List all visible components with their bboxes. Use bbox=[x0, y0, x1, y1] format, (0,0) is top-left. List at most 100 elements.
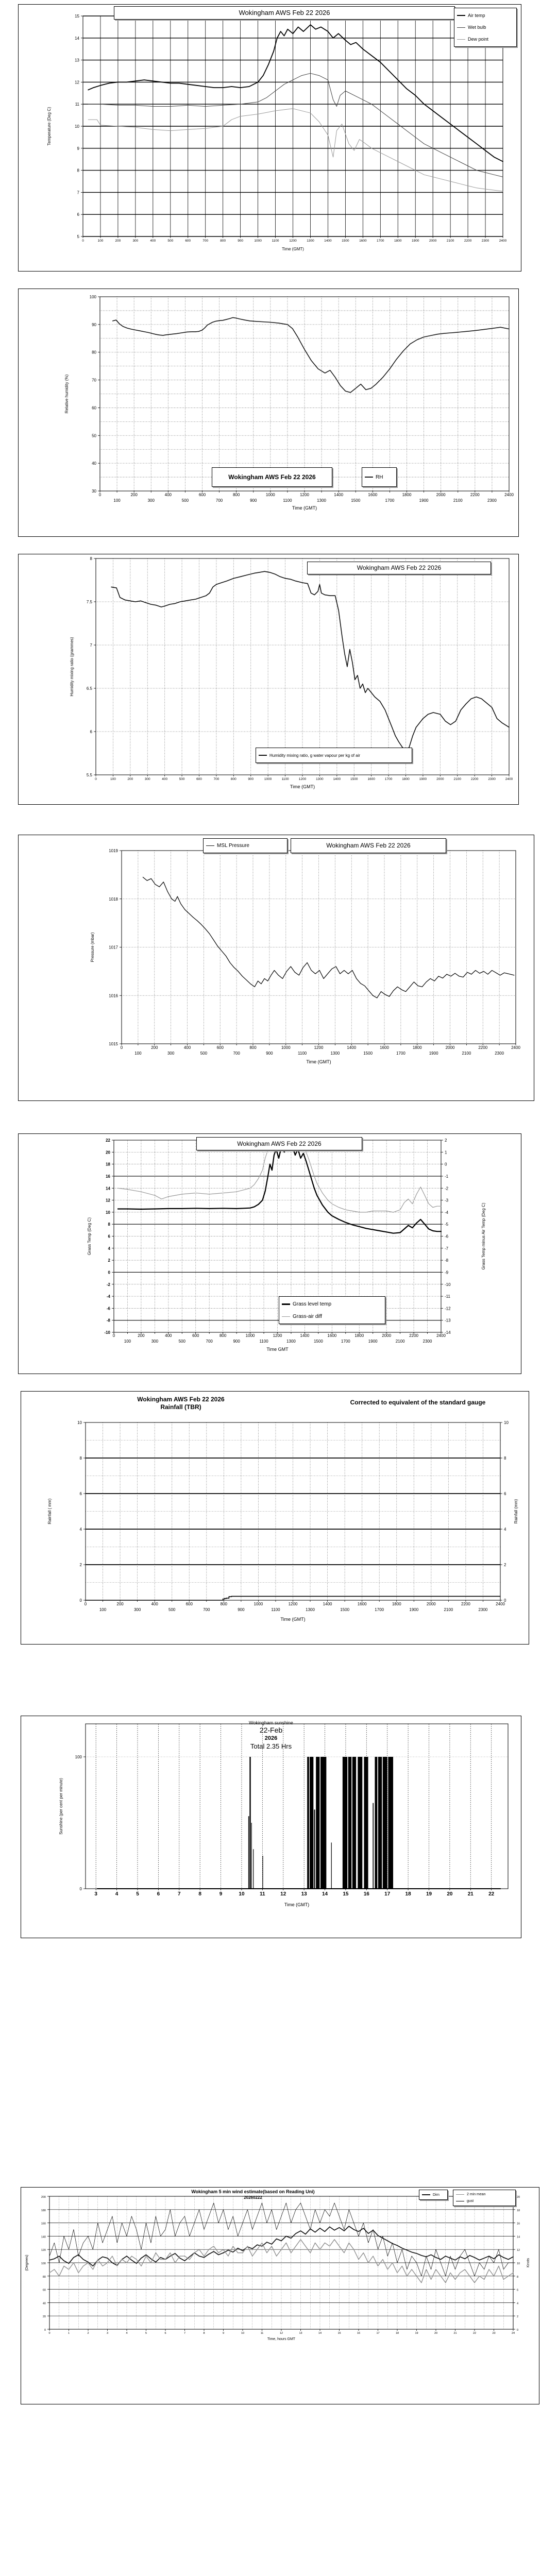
svg-text:22: 22 bbox=[488, 1891, 495, 1897]
legend-box: MSL Pressure bbox=[203, 838, 288, 853]
svg-text:-14: -14 bbox=[445, 1330, 451, 1335]
gridlines bbox=[82, 15, 503, 237]
svg-text:2400: 2400 bbox=[496, 1602, 505, 1606]
svg-text:2: 2 bbox=[80, 1563, 82, 1567]
svg-text:12: 12 bbox=[517, 2249, 520, 2252]
svg-text:0: 0 bbox=[44, 2329, 46, 2332]
legend-line-marker bbox=[422, 2194, 430, 2195]
svg-text:0: 0 bbox=[80, 1598, 82, 1603]
svg-text:-2: -2 bbox=[445, 1186, 449, 1191]
svg-text:4: 4 bbox=[517, 2302, 518, 2305]
svg-text:12: 12 bbox=[280, 2332, 283, 2335]
svg-text:1900: 1900 bbox=[419, 498, 429, 503]
chart-subtitle: 20260222 bbox=[244, 2195, 262, 2200]
x-axis-title: Time (GMT) bbox=[284, 1902, 309, 1907]
svg-text:4: 4 bbox=[115, 1891, 119, 1897]
legend-label: Humidity mixing ratio, g water vapour pe… bbox=[269, 753, 361, 758]
svg-text:1400: 1400 bbox=[333, 777, 341, 781]
svg-text:2200: 2200 bbox=[461, 1602, 470, 1606]
svg-text:16: 16 bbox=[364, 1891, 370, 1897]
svg-text:0: 0 bbox=[504, 1598, 506, 1603]
svg-text:1300: 1300 bbox=[317, 498, 326, 503]
legend-item: Dew point bbox=[454, 33, 516, 45]
svg-text:2000: 2000 bbox=[436, 777, 444, 781]
svg-text:16: 16 bbox=[106, 1174, 110, 1179]
legend-label: Grass level temp bbox=[293, 1301, 332, 1307]
svg-text:1600: 1600 bbox=[358, 1602, 367, 1606]
svg-text:80: 80 bbox=[43, 2276, 46, 2279]
legend-box: 2 min mean gust bbox=[453, 2190, 516, 2206]
svg-text:7: 7 bbox=[77, 190, 80, 195]
svg-text:600: 600 bbox=[185, 239, 191, 243]
svg-text:6: 6 bbox=[108, 1234, 111, 1239]
svg-text:10: 10 bbox=[106, 1210, 110, 1215]
chart-rainfall-tbr: 0 100 200 300 400 500 600 700 800 900 1000 1100 1200… bbox=[21, 1391, 529, 1645]
svg-text:2000: 2000 bbox=[446, 1045, 455, 1050]
svg-text:15: 15 bbox=[75, 14, 79, 19]
chart-title: Wokingham 5 min wind estimate(based on R… bbox=[191, 2189, 315, 2194]
svg-text:600: 600 bbox=[199, 493, 206, 497]
svg-text:180: 180 bbox=[41, 2209, 46, 2212]
y-axis-title: Pressure (mbar) bbox=[90, 932, 95, 962]
svg-text:60: 60 bbox=[92, 405, 96, 410]
svg-text:6: 6 bbox=[164, 2332, 166, 2335]
svg-text:2300: 2300 bbox=[479, 1607, 488, 1612]
legend-line-marker bbox=[282, 1316, 290, 1317]
chart-note: Corrected to equivalent of the standard … bbox=[350, 1399, 486, 1406]
svg-text:2200: 2200 bbox=[478, 1045, 487, 1050]
svg-text:2: 2 bbox=[445, 1138, 447, 1143]
svg-text:100: 100 bbox=[134, 1051, 142, 1056]
svg-text:-4: -4 bbox=[107, 1294, 111, 1299]
svg-text:2000: 2000 bbox=[436, 493, 446, 497]
x-axis-tick-labels: 0 100 200 300 400 500 600 700 800 900 1000 1100 1200… bbox=[95, 775, 513, 781]
legend-label: RH bbox=[376, 474, 383, 480]
svg-text:1800: 1800 bbox=[392, 1602, 401, 1606]
svg-text:6: 6 bbox=[504, 1492, 506, 1496]
svg-text:700: 700 bbox=[213, 777, 219, 781]
chart-title-line2: 22-Feb bbox=[259, 1726, 283, 1735]
svg-text:50: 50 bbox=[92, 433, 96, 438]
legend-line-marker bbox=[282, 1303, 290, 1305]
y-axis-tick-labels: -10 -8 -6 -4 -2 0 2 4 6 8 10 12 14 16 18 20 22 bbox=[104, 1138, 114, 1335]
svg-text:800: 800 bbox=[220, 239, 226, 243]
svg-text:1: 1 bbox=[445, 1150, 447, 1155]
svg-text:200: 200 bbox=[115, 239, 121, 243]
svg-text:500: 500 bbox=[179, 1339, 186, 1344]
chart-title: Wokingham sunshine 22-Feb 2026 Total 2.3… bbox=[21, 1720, 521, 1751]
y2-axis-title: Rainfall (mm) bbox=[514, 1499, 518, 1523]
legend-box: RH bbox=[362, 467, 397, 487]
svg-text:700: 700 bbox=[203, 1607, 210, 1612]
series-sunshine-percent bbox=[97, 1757, 501, 1889]
series-msl-pressure bbox=[142, 876, 515, 998]
svg-text:15: 15 bbox=[337, 2332, 341, 2335]
svg-text:1400: 1400 bbox=[334, 493, 343, 497]
svg-text:1015: 1015 bbox=[109, 1042, 118, 1046]
y-axis-title: Humidity mixing ratio (grammes) bbox=[70, 637, 74, 696]
svg-text:1100: 1100 bbox=[298, 1051, 307, 1056]
svg-text:400: 400 bbox=[151, 1602, 158, 1606]
svg-text:1500: 1500 bbox=[314, 1339, 323, 1344]
svg-text:9: 9 bbox=[219, 1891, 223, 1897]
x-axis-tick-labels: 0 100 200 300 400 500 600 700 800 900 1000 1100 1200… bbox=[121, 1044, 520, 1056]
svg-text:0: 0 bbox=[95, 777, 97, 781]
svg-text:1200: 1200 bbox=[300, 493, 309, 497]
svg-text:600: 600 bbox=[217, 1045, 224, 1050]
x-axis-tick-labels: 0 1 2 3 4 5 6 7 8 9 10 11 12 13 14 15 16 17 18 19 20 21 22 23 24 bbox=[48, 2329, 515, 2335]
svg-text:30: 30 bbox=[92, 489, 96, 494]
chart-title: Wokingham AWS Feb 22 2026 bbox=[114, 6, 455, 20]
series-wet-bulb bbox=[88, 73, 503, 177]
svg-text:300: 300 bbox=[167, 1051, 175, 1056]
svg-text:900: 900 bbox=[238, 239, 243, 243]
svg-text:1500: 1500 bbox=[363, 1051, 373, 1056]
svg-text:11: 11 bbox=[260, 1891, 265, 1897]
chart-title: Wokingham AWS Feb 22 2026 bbox=[291, 838, 446, 853]
series-rainfall bbox=[86, 1596, 500, 1601]
legend-box: Dirn bbox=[419, 2190, 448, 2200]
svg-text:1000: 1000 bbox=[246, 1333, 255, 1338]
svg-text:2: 2 bbox=[108, 1258, 111, 1263]
svg-text:0: 0 bbox=[445, 1162, 447, 1167]
legend-item: Wet bulb bbox=[454, 22, 516, 33]
svg-text:1300: 1300 bbox=[316, 777, 324, 781]
y2-axis-title: Grass Temp minus Air Temp (Deg C) bbox=[481, 1202, 486, 1269]
svg-text:1800: 1800 bbox=[402, 777, 410, 781]
